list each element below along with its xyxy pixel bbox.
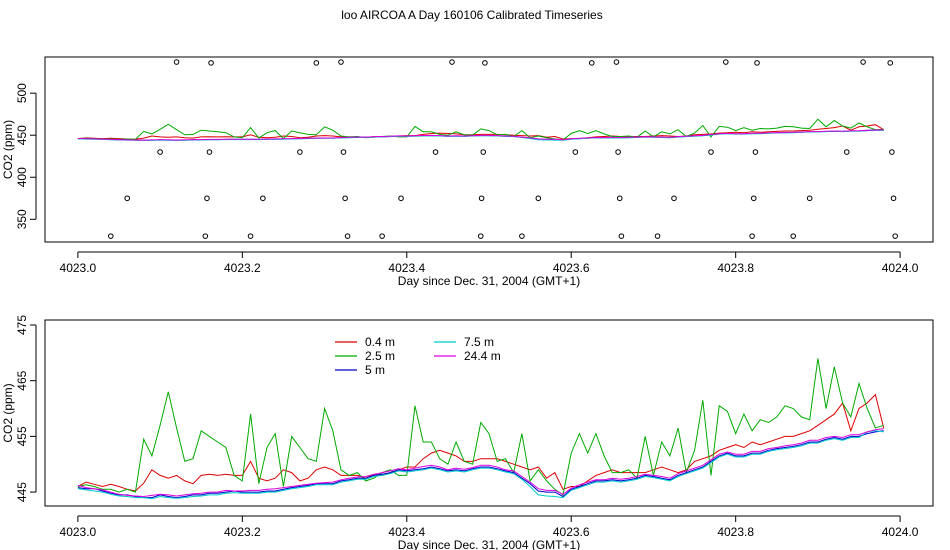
plot-frame (44, 319, 934, 507)
data-point-marker (890, 195, 897, 202)
x-tick-label: 4023.4 (388, 261, 425, 275)
legend-label-2-5-m: 2.5 m (365, 349, 395, 363)
data-point-marker (478, 195, 485, 202)
data-point-marker (342, 195, 348, 202)
series-line-2-5-m (77, 118, 884, 141)
series-line-0-4-m (77, 393, 885, 492)
data-point-marker (750, 195, 757, 202)
x-tick-label: 4024.0 (882, 525, 919, 539)
data-point-marker (843, 149, 850, 155)
series-line-24-4-m (77, 129, 884, 141)
y-axis-label: CO2 (ppm) (1, 120, 15, 179)
y-tick-label: 450 (15, 125, 29, 145)
x-tick-label: 4023.8 (717, 261, 754, 275)
series-line-24-4-m (77, 428, 884, 498)
data-point-marker (157, 149, 163, 155)
y-tick-label: 455 (15, 426, 29, 446)
x-tick-label: 4023.4 (388, 525, 425, 539)
data-point-marker (723, 59, 729, 65)
figure-title: loo AIRCOA A Day 160106 Calibrated Times… (341, 8, 602, 22)
data-point-marker (616, 195, 623, 202)
data-point-marker (202, 233, 209, 239)
data-point-marker (618, 233, 625, 239)
y-tick-label: 465 (15, 370, 29, 390)
x-tick-label: 4023.2 (224, 525, 261, 539)
data-point-marker (671, 195, 677, 202)
data-point-marker (124, 195, 131, 202)
data-point-marker (519, 233, 525, 239)
data-point-marker (297, 149, 303, 155)
legend-label-0-4-m: 0.4 m (365, 335, 395, 349)
data-point-marker (340, 149, 347, 155)
data-point-marker (752, 149, 759, 155)
data-point-marker (588, 60, 595, 66)
data-point-marker (654, 233, 661, 239)
data-point-marker (432, 149, 439, 155)
data-point-marker (535, 195, 542, 202)
x-tick-label: 4023.0 (60, 261, 97, 275)
data-point-marker (338, 59, 344, 65)
data-point-marker (477, 233, 484, 239)
x-tick-label: 4023.2 (224, 261, 261, 275)
y-tick-label: 400 (15, 167, 29, 187)
data-point-marker (889, 149, 895, 155)
data-point-marker (379, 233, 385, 239)
x-axis-label: Day since Dec. 31, 2004 (GMT+1) (398, 538, 580, 550)
data-point-marker (204, 195, 210, 202)
y-tick-label: 500 (15, 83, 29, 103)
data-point-marker (708, 149, 714, 155)
legend: 0.4 m2.5 m5 m 7.5 m24.4 m (335, 335, 501, 377)
series-line-2-5-m (77, 358, 884, 496)
legend-label-24-4-m: 24.4 m (464, 349, 501, 363)
data-point-marker (247, 233, 254, 239)
data-point-marker (173, 59, 180, 65)
data-point-marker (749, 233, 755, 239)
plot-data (77, 59, 898, 239)
data-point-marker (790, 233, 797, 239)
data-point-marker (208, 60, 214, 66)
legend-label-5-m: 5 m (365, 363, 385, 377)
data-point-marker (572, 149, 579, 155)
data-point-marker (887, 60, 894, 66)
plot-data (77, 358, 885, 500)
data-point-marker (260, 195, 266, 202)
data-point-marker (860, 59, 866, 65)
data-point-marker (806, 195, 813, 202)
plot-frame (44, 56, 934, 243)
data-point-marker (892, 233, 898, 239)
series-line-5-m (77, 430, 884, 499)
y-tick-label: 445 (15, 482, 29, 502)
panel-bottom: 4023.0 4023.2 4023.4 4023.6 4023.8 4024.0 Day … (1, 315, 934, 550)
data-point-marker (313, 60, 320, 66)
x-tick-label: 4023.6 (553, 525, 590, 539)
y-tick-label: 350 (15, 209, 29, 229)
data-point-marker (206, 149, 213, 155)
panel-top: 4023.0 4023.2 4023.4 4023.6 4023.8 4024.0 Day … (1, 56, 934, 288)
data-point-marker (754, 60, 760, 66)
data-point-marker (344, 233, 351, 239)
x-axis-label: Day since Dec. 31, 2004 (GMT+1) (398, 274, 580, 288)
x-tick-label: 4023.0 (60, 525, 97, 539)
data-point-marker (482, 60, 488, 66)
data-point-marker (449, 59, 455, 65)
x-tick-label: 4023.8 (717, 525, 754, 539)
data-point-marker (480, 149, 487, 155)
series-line-0-4-m (77, 124, 884, 140)
data-point-marker (107, 233, 114, 239)
legend-label-7-5-m: 7.5 m (464, 335, 494, 349)
data-point-marker (613, 59, 620, 65)
y-tick-label: 475 (15, 315, 29, 335)
y-axis-label: CO2 (ppm) (1, 383, 15, 442)
data-point-marker (615, 149, 621, 155)
series-line-7-5-m (77, 430, 884, 500)
x-tick-label: 4024.0 (882, 261, 919, 275)
data-point-marker (398, 195, 404, 202)
x-tick-label: 4023.6 (553, 261, 590, 275)
